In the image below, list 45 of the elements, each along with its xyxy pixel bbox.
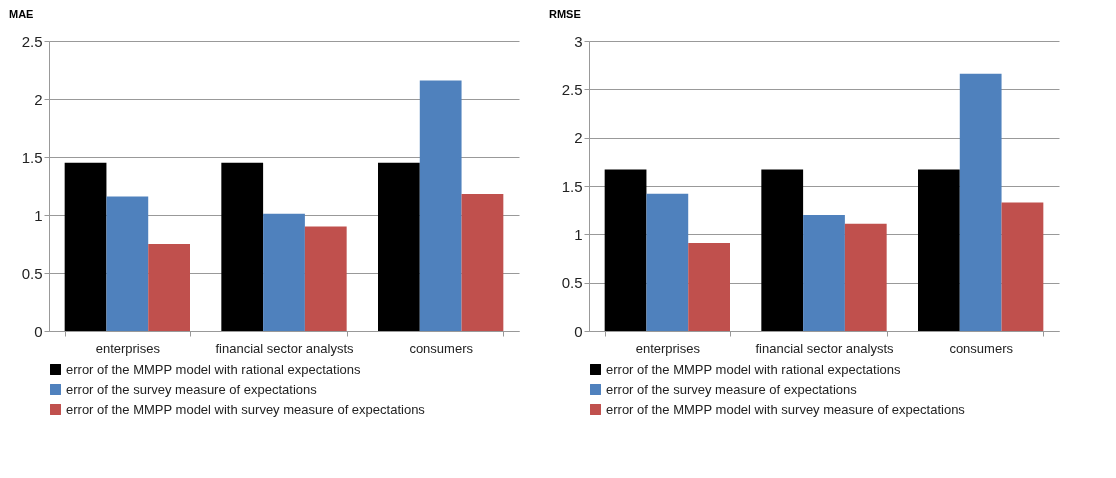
bar	[1001, 202, 1044, 331]
bar	[64, 162, 107, 331]
bar	[844, 223, 887, 331]
y-tick-label: 2	[34, 90, 43, 108]
bar	[803, 215, 845, 331]
bar	[761, 169, 804, 331]
y-tick-label: 2	[574, 129, 583, 147]
y-tick-label: 1.5	[21, 148, 43, 166]
y-tick-label: 3	[574, 32, 583, 50]
x-tick-label: financial sector analysts	[755, 340, 894, 356]
y-tick-label: 2.5	[561, 80, 583, 98]
bar	[304, 226, 347, 331]
bar	[604, 169, 647, 331]
y-tick-label: 1	[34, 206, 43, 224]
x-tick-label: financial sector analysts	[215, 340, 354, 356]
legend-label: error of the MMPP model with rational expectations	[606, 361, 902, 377]
y-tick-label: 0	[34, 322, 43, 340]
x-tick-label: enterprises	[95, 340, 161, 356]
bar	[148, 244, 190, 331]
legend-label: error of the MMPP model with survey measure of expectations	[66, 401, 426, 417]
x-tick-label: enterprises	[635, 340, 701, 356]
bar	[959, 73, 1002, 331]
bar	[419, 80, 462, 331]
bar	[106, 196, 149, 331]
chart-title: MAE	[9, 8, 34, 20]
legend-label: error of the survey measure of expectations	[66, 381, 318, 397]
legend-label: error of the survey measure of expectations	[606, 381, 858, 397]
y-tick-label: 0.5	[561, 274, 583, 292]
bar	[263, 213, 305, 331]
legend-label: error of the MMPP model with survey measure of expectations	[606, 401, 966, 417]
x-tick-label: consumers	[409, 340, 474, 356]
y-tick-label: 0.5	[21, 264, 43, 282]
legend-label: error of the MMPP model with rational expectations	[66, 361, 362, 377]
y-tick-label: 1.5	[561, 177, 583, 195]
bar	[646, 193, 689, 331]
y-tick-label: 1	[574, 225, 583, 243]
y-tick-label: 0	[574, 322, 583, 340]
chart-title: RMSE	[549, 8, 581, 20]
bar	[918, 169, 960, 331]
bar	[221, 162, 264, 331]
bar	[378, 162, 420, 331]
bar	[461, 194, 504, 331]
x-tick-label: consumers	[949, 340, 1014, 356]
bar	[688, 243, 730, 331]
y-tick-label: 2.5	[21, 32, 43, 50]
